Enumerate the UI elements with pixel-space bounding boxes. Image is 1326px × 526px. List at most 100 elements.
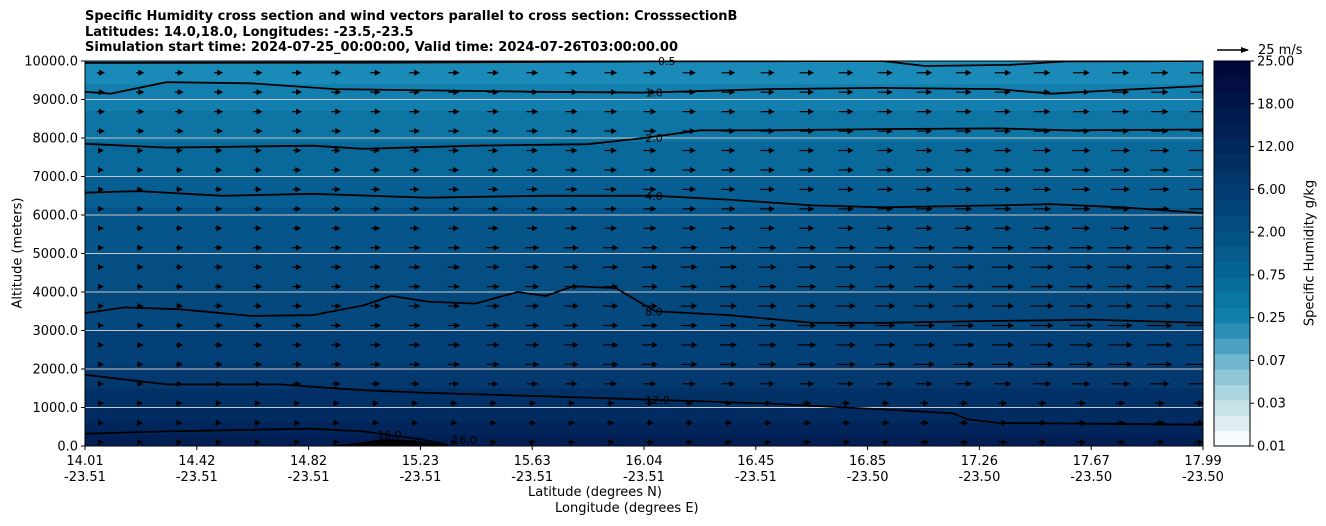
wind-arrow <box>877 89 893 96</box>
wind-arrow <box>564 341 579 348</box>
wind-arrow <box>175 303 184 310</box>
wind-arrow <box>799 380 815 387</box>
wind-arrow <box>448 128 460 135</box>
wind-arrow <box>1147 322 1173 329</box>
colorbar-tick-label: 18.00 <box>1257 97 1294 112</box>
wind-arrow <box>292 205 302 212</box>
colorbar-segment <box>1214 215 1250 231</box>
wind-arrow <box>136 147 144 154</box>
wind-arrow <box>875 264 896 271</box>
wind-arrow <box>1030 264 1054 271</box>
wind-arrow <box>1076 400 1087 407</box>
wind-arrow <box>489 400 497 407</box>
wind-arrow <box>408 283 421 290</box>
wind-arrow <box>136 166 144 173</box>
colorbar-label: Specific Humidity g/kg <box>1302 179 1318 327</box>
wind-arrow <box>526 205 539 212</box>
wind-arrow <box>603 322 619 329</box>
wind-arrow <box>136 128 145 135</box>
wind-arrow <box>528 400 537 407</box>
wind-arrow <box>448 225 460 232</box>
wind-arrow <box>526 186 539 193</box>
wind-arrow <box>603 244 619 251</box>
wind-arrow <box>409 108 421 115</box>
wind-arrow <box>175 283 184 290</box>
wind-arrow <box>372 419 379 426</box>
wind-arrow <box>411 400 419 407</box>
wind-arrow <box>450 419 458 426</box>
wind-arrow <box>994 108 1012 115</box>
colorbar-segment <box>1214 261 1250 278</box>
wind-arrow <box>1030 361 1054 368</box>
wind-arrow <box>1108 303 1133 310</box>
wind-arrow <box>724 439 733 446</box>
wind-arrow <box>370 69 381 76</box>
wind-arrow <box>836 264 856 271</box>
wind-arrow <box>487 225 499 232</box>
wind-arrow <box>487 186 499 193</box>
wind-arrow <box>952 322 975 329</box>
wind-arrow <box>719 264 738 271</box>
wind-arrow <box>991 264 1015 271</box>
wind-arrow <box>447 283 461 290</box>
wind-arrow <box>680 283 698 290</box>
colorbar-segment <box>1214 399 1250 416</box>
wind-arrow <box>642 283 658 290</box>
colorbar-segment <box>1214 199 1250 216</box>
wind-arrow <box>994 166 1012 173</box>
wind-arrow <box>331 205 341 212</box>
wind-arrow <box>1147 361 1173 368</box>
wind-arrow <box>643 225 657 232</box>
wind-arrow <box>487 128 499 135</box>
colorbar-tick-label: 0.75 <box>1257 268 1286 283</box>
wind-arrow <box>682 108 696 115</box>
wind-arrow <box>875 303 896 310</box>
wind-arrow <box>214 108 224 115</box>
wind-arrow <box>916 69 933 76</box>
wind-arrow <box>526 69 539 76</box>
wind-arrow <box>332 400 340 407</box>
wind-arrow <box>564 264 579 271</box>
wind-arrow <box>564 303 579 310</box>
wind-arrow <box>836 303 856 310</box>
wind-arrow <box>98 303 104 310</box>
quiver-key-label: 25 m/s <box>1258 43 1303 58</box>
wind-arrow <box>1154 400 1165 407</box>
wind-arrow <box>1189 383 1203 385</box>
wind-arrow <box>525 361 540 368</box>
wind-arrow <box>880 439 890 446</box>
wind-arrow <box>565 147 578 154</box>
x-tick-label-lon: -23.50 <box>1182 470 1224 485</box>
wind-arrow <box>797 283 817 290</box>
wind-arrow <box>253 283 263 290</box>
wind-arrow <box>998 400 1008 407</box>
x-tick-label-lat: 16.85 <box>849 454 886 469</box>
wind-arrow <box>1037 439 1047 446</box>
wind-arrow <box>719 283 738 290</box>
wind-arrow <box>952 264 975 271</box>
wind-arrow <box>408 361 421 368</box>
wind-arrow <box>1186 247 1203 249</box>
wind-arrow <box>606 400 615 407</box>
wind-arrow <box>292 89 302 96</box>
wind-arrow <box>1189 208 1203 210</box>
colorbar-segment <box>1214 91 1250 108</box>
wind-arrow <box>253 205 262 212</box>
wind-arrow <box>952 244 975 251</box>
wind-arrow <box>1069 244 1094 251</box>
wind-arrow <box>293 439 301 446</box>
contour-label: 4.0 <box>645 190 663 203</box>
wind-arrow <box>604 186 618 193</box>
wind-arrow <box>526 166 539 173</box>
wind-arrow <box>914 361 935 368</box>
wind-arrow <box>292 147 302 154</box>
wind-arrow <box>292 108 302 115</box>
wind-arrow <box>175 225 183 232</box>
wind-arrow <box>1069 264 1094 271</box>
colorbar-segment <box>1214 276 1250 293</box>
wind-arrow <box>253 303 263 310</box>
wind-arrow <box>955 380 973 387</box>
wind-arrow <box>409 186 420 193</box>
wind-arrow <box>643 108 657 115</box>
wind-arrow <box>486 303 500 310</box>
